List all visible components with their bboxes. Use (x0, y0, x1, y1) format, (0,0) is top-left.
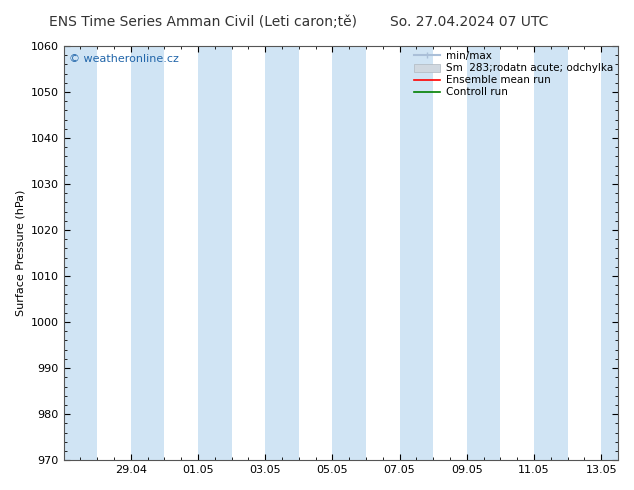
Y-axis label: Surface Pressure (hPa): Surface Pressure (hPa) (15, 190, 25, 316)
Legend: min/max, Sm  283;rodatn acute; odchylka, Ensemble mean run, Controll run: min/max, Sm 283;rodatn acute; odchylka, … (411, 48, 616, 100)
Bar (467, 46, 500, 460)
Bar (399, 46, 433, 460)
Bar (534, 46, 567, 460)
Bar (332, 46, 366, 460)
Text: So. 27.04.2024 07 UTC: So. 27.04.2024 07 UTC (390, 15, 548, 29)
Text: © weatheronline.cz: © weatheronline.cz (69, 54, 179, 64)
Text: ENS Time Series Amman Civil (Leti caron;tě): ENS Time Series Amman Civil (Leti caron;… (49, 15, 357, 29)
Bar (601, 46, 618, 460)
Bar (63, 46, 97, 460)
Bar (265, 46, 299, 460)
Bar (131, 46, 164, 460)
Bar (198, 46, 231, 460)
